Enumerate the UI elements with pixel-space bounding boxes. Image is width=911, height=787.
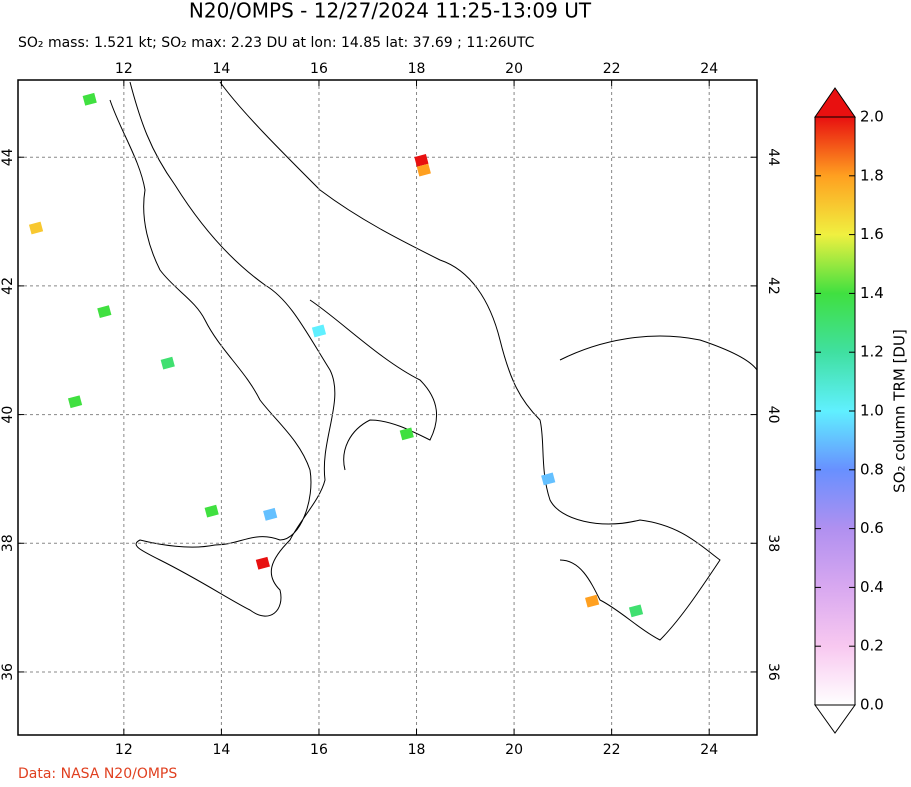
y-tick-label: 40 (765, 406, 781, 424)
colorbar-label: SO₂ column TRM [DU] (891, 329, 909, 493)
so2-pixel (28, 221, 44, 235)
colorbar-tick-label: 0.4 (860, 578, 884, 596)
source-credit: Data: NASA N20/OMPS (18, 766, 177, 782)
colorbar-tick-label: 1.8 (860, 166, 884, 184)
so2-pixel (82, 92, 97, 106)
x-tick-label: 24 (700, 61, 718, 77)
x-tick-label: 16 (310, 61, 328, 77)
colorbar-max-arrow (814, 87, 856, 118)
x-tick-label: 20 (505, 61, 523, 77)
colorbar-min-arrow (814, 704, 856, 734)
x-tick-label: 14 (212, 742, 230, 758)
y-tick-label: 44 (765, 148, 781, 166)
colorbar-tick-label: 0.0 (860, 696, 884, 714)
x-tick-label: 12 (115, 61, 133, 77)
x-tick-label: 22 (603, 61, 621, 77)
y-tick-label: 38 (0, 534, 16, 552)
colorbar (814, 116, 856, 706)
map-frame (17, 79, 758, 736)
y-tick-label: 36 (765, 663, 781, 681)
x-tick-label: 16 (310, 742, 328, 758)
colorbar-tick-label: 0.8 (860, 460, 884, 478)
x-tick-label: 12 (115, 742, 133, 758)
colorbar-tick-label: 0.6 (860, 519, 884, 537)
x-tick-label: 20 (505, 742, 523, 758)
map-area (18, 80, 757, 735)
colorbar-tick-label: 1.6 (860, 225, 884, 243)
y-tick-label: 40 (0, 406, 16, 424)
so2-pixel (97, 305, 112, 319)
so2-pixel (399, 427, 414, 441)
x-tick-label: 18 (408, 61, 426, 77)
colorbar-tick-label: 1.0 (860, 402, 884, 420)
y-tick-label: 36 (0, 663, 16, 681)
so2-pixel (628, 604, 644, 618)
x-tick-label: 18 (408, 742, 426, 758)
so2-pixel (263, 507, 278, 521)
subtitle: SO₂ mass: 1.521 kt; SO₂ max: 2.23 DU at … (18, 35, 535, 51)
so2-pixel (416, 163, 431, 177)
coastline (219, 81, 721, 641)
title: N20/OMPS - 12/27/2024 11:25-13:09 UT (189, 0, 592, 23)
so2-pixel (585, 594, 600, 608)
x-tick-label: 14 (212, 61, 230, 77)
so2-pixel (414, 154, 429, 167)
x-tick-label: 22 (603, 742, 621, 758)
colorbar-tick-label: 0.2 (860, 637, 884, 655)
colorbar-tick-label: 1.2 (860, 343, 884, 361)
y-tick-label: 42 (765, 277, 781, 295)
colorbar-tick-label: 1.4 (860, 284, 884, 302)
coastline (109, 81, 336, 617)
so2-pixel (67, 395, 83, 409)
coastline (309, 299, 438, 471)
x-tick-label: 24 (700, 742, 718, 758)
y-tick-label: 38 (765, 534, 781, 552)
y-tick-label: 44 (0, 148, 16, 166)
so2-pixel (541, 472, 556, 486)
so2-pixel (255, 556, 270, 570)
coastline (559, 335, 757, 371)
so2-pixel (160, 356, 175, 370)
so2-pixel (311, 324, 327, 338)
colorbar-tick-label: 2.0 (860, 108, 884, 126)
so2-pixel (204, 504, 219, 518)
y-tick-label: 42 (0, 277, 16, 295)
